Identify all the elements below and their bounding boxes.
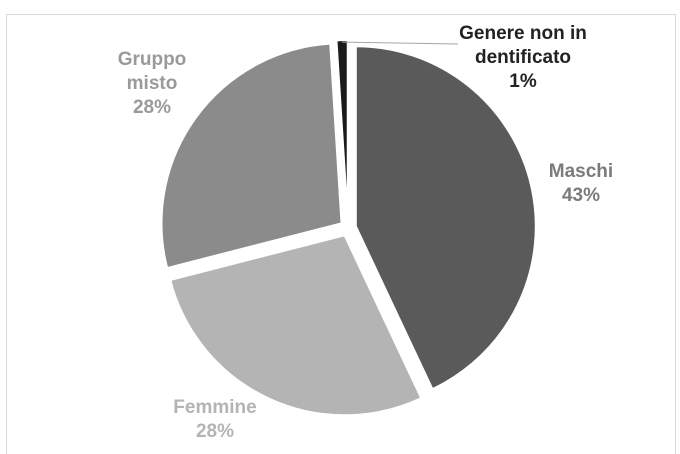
label-gruppo-misto-name: Gruppo misto — [117, 49, 187, 94]
label-gruppo-misto-pct: 28% — [132, 97, 172, 118]
leader-line-genere — [342, 41, 459, 45]
pie-slice-femmine — [169, 234, 423, 417]
label-femmine: Femmine 28% — [140, 396, 290, 444]
chart-frame — [6, 14, 676, 454]
pie-slice-maschi — [354, 45, 537, 391]
pie-slice-genere-non-identificato — [335, 39, 349, 221]
label-maschi-pct: 43% — [561, 185, 601, 206]
label-genere-non-identificato: Genere non indentificato 1% — [455, 22, 591, 94]
label-femmine-pct: 28% — [195, 421, 235, 442]
label-genere-pct: 1% — [509, 71, 537, 92]
label-gruppo-misto: Gruppo misto 28% — [102, 48, 202, 120]
label-maschi-name: Maschi — [548, 161, 614, 182]
label-genere-name: Genere non indentificato — [459, 23, 587, 68]
pie-slice-gruppo-misto — [160, 42, 343, 270]
label-femmine-name: Femmine — [173, 397, 257, 418]
label-maschi: Maschi 43% — [536, 160, 626, 208]
